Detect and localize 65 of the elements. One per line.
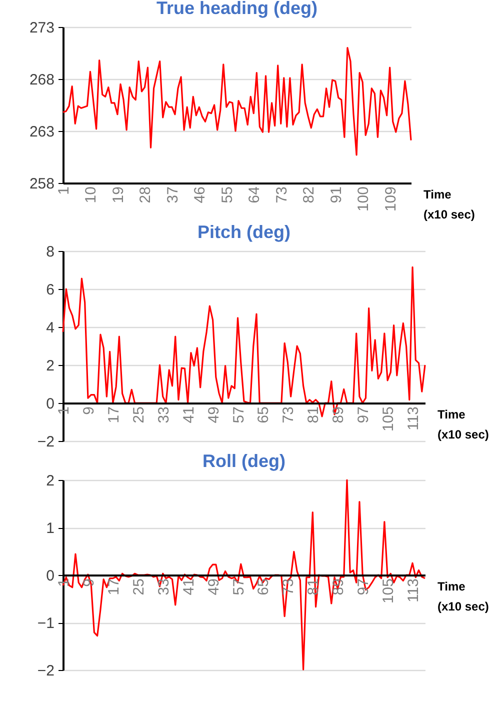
x-tick-label: 57	[230, 578, 248, 596]
y-tick-label: 273	[29, 20, 54, 36]
x-tick-label: 55	[218, 186, 236, 204]
line-series	[62, 47, 412, 156]
x-tick-label: 25	[130, 578, 148, 596]
y-tick-label: 2	[46, 472, 54, 490]
x-axis-title: Time (x10 sec)	[438, 408, 489, 442]
y-tick-label: 258	[29, 176, 54, 192]
x-tick-label: 41	[180, 406, 198, 424]
y-tick-label: 4	[46, 320, 54, 336]
x-tick-label: 65	[255, 406, 272, 424]
x-axis-title: Time (x10 sec)	[438, 580, 489, 614]
x-tick-label: 10	[82, 186, 100, 204]
x-tick-label: 89	[330, 578, 348, 596]
y-tick-label: 1	[46, 520, 54, 537]
y-tick-label: 263	[29, 124, 54, 140]
x-tick-label: 25	[130, 406, 148, 424]
x-tick-label: 97	[355, 406, 372, 424]
y-tick-label: 268	[29, 72, 54, 88]
x-tick-label: 113	[405, 578, 422, 602]
x-tick-label: 105	[380, 406, 398, 432]
x-tick-label: 37	[164, 186, 182, 204]
y-tick-label: 2	[46, 358, 54, 374]
x-tick-label: 73	[280, 578, 298, 596]
x-tick-label: 100	[355, 186, 372, 212]
y-tick-label: −2	[37, 434, 54, 450]
x-tick-label: 73	[273, 186, 290, 204]
x-tick-label: 64	[246, 186, 264, 204]
y-tick-label: 0	[46, 568, 54, 584]
x-tick-label: 49	[205, 406, 222, 424]
chart-title: Roll (deg)	[202, 451, 286, 471]
x-tick-label: 1	[56, 406, 72, 415]
x-tick-label: 91	[328, 186, 345, 204]
x-tick-label: 19	[110, 186, 127, 204]
x-tick-label: 65	[255, 578, 272, 596]
y-tick-label: 0	[46, 396, 54, 412]
x-tick-label: 17	[105, 578, 122, 596]
y-tick-label: −1	[37, 615, 54, 632]
x-tick-label: 46	[192, 186, 209, 204]
x-tick-label: 33	[155, 578, 172, 596]
x-tick-label: 82	[300, 186, 318, 204]
x-tick-label: 81	[305, 406, 322, 424]
x-tick-label: 89	[330, 406, 348, 424]
x-tick-label: 49	[205, 578, 222, 596]
y-tick-label: 6	[46, 282, 54, 298]
x-tick-label: 1	[56, 578, 72, 587]
x-tick-label: 105	[380, 578, 398, 604]
x-tick-label: 9	[80, 406, 98, 415]
x-tick-label: 17	[105, 406, 122, 424]
x-tick-label: 9	[80, 578, 98, 587]
x-tick-label: 81	[305, 578, 322, 596]
x-axis-title: Time (x10 sec)	[424, 188, 475, 222]
x-tick-label: 109	[382, 186, 400, 212]
x-tick-label: 57	[230, 406, 248, 424]
x-tick-label: 97	[355, 578, 372, 596]
x-tick-label: 113	[405, 406, 422, 430]
x-tick-label: 41	[180, 578, 198, 596]
chart-title: True heading (deg)	[156, 0, 318, 18]
chart-title: Pitch (deg)	[198, 222, 291, 242]
y-tick-label: 8	[46, 244, 54, 260]
y-tick-label: −2	[37, 662, 54, 680]
x-tick-label: 1	[56, 186, 72, 195]
x-tick-label: 73	[280, 406, 298, 424]
x-tick-label: 33	[155, 406, 172, 424]
x-tick-label: 28	[137, 186, 154, 204]
